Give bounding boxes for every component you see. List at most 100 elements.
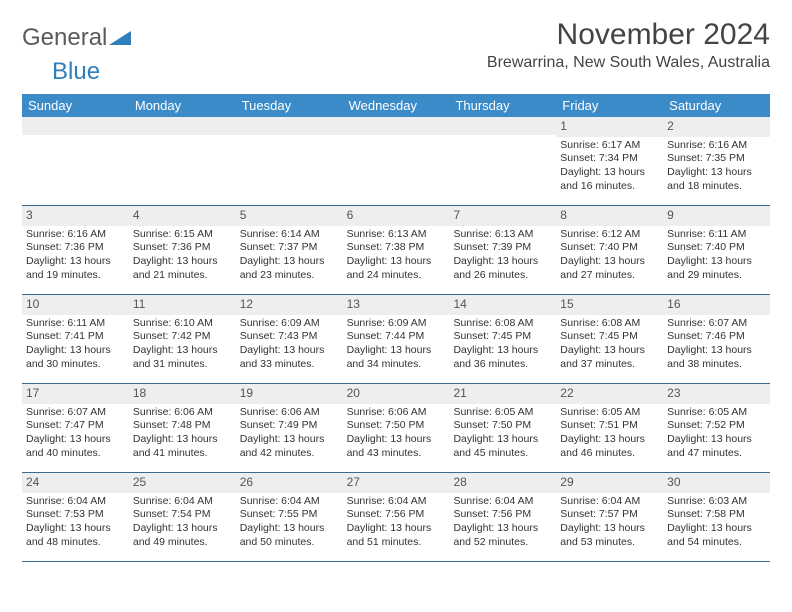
sunrise-text: Sunrise: 6:11 AM (26, 317, 125, 331)
day-cell: 17Sunrise: 6:07 AMSunset: 7:47 PMDayligh… (22, 384, 129, 472)
day-number: 27 (343, 473, 450, 493)
weekday-header: Friday (556, 94, 663, 117)
daylight-text: Daylight: 13 hours and 45 minutes. (453, 433, 552, 460)
empty-day-cell (236, 117, 343, 205)
daylight-text: Daylight: 13 hours and 23 minutes. (240, 255, 339, 282)
month-title: November 2024 (487, 18, 770, 52)
location-text: Brewarrina, New South Wales, Australia (487, 54, 770, 72)
daylight-text: Daylight: 13 hours and 16 minutes. (560, 166, 659, 193)
day-number: 21 (449, 384, 556, 404)
sunrise-text: Sunrise: 6:04 AM (133, 495, 232, 509)
daylight-text: Daylight: 13 hours and 51 minutes. (347, 522, 446, 549)
day-cell: 22Sunrise: 6:05 AMSunset: 7:51 PMDayligh… (556, 384, 663, 472)
empty-day-cell (449, 117, 556, 205)
day-number (22, 117, 129, 135)
sunset-text: Sunset: 7:35 PM (667, 152, 766, 166)
sunset-text: Sunset: 7:34 PM (560, 152, 659, 166)
day-number: 8 (556, 206, 663, 226)
sunset-text: Sunset: 7:53 PM (26, 508, 125, 522)
empty-day-cell (129, 117, 236, 205)
sunset-text: Sunset: 7:40 PM (667, 241, 766, 255)
empty-day-cell (22, 117, 129, 205)
sunrise-text: Sunrise: 6:09 AM (240, 317, 339, 331)
daylight-text: Daylight: 13 hours and 46 minutes. (560, 433, 659, 460)
day-number (449, 117, 556, 135)
day-number: 28 (449, 473, 556, 493)
sunset-text: Sunset: 7:37 PM (240, 241, 339, 255)
sunrise-text: Sunrise: 6:06 AM (240, 406, 339, 420)
empty-day-cell (343, 117, 450, 205)
sunset-text: Sunset: 7:36 PM (133, 241, 232, 255)
brand-logo: General (22, 18, 132, 52)
daylight-text: Daylight: 13 hours and 41 minutes. (133, 433, 232, 460)
day-number: 9 (663, 206, 770, 226)
daylight-text: Daylight: 13 hours and 42 minutes. (240, 433, 339, 460)
daylight-text: Daylight: 13 hours and 38 minutes. (667, 344, 766, 371)
daylight-text: Daylight: 13 hours and 21 minutes. (133, 255, 232, 282)
day-number: 25 (129, 473, 236, 493)
sunrise-text: Sunrise: 6:05 AM (453, 406, 552, 420)
weekday-header: Tuesday (236, 94, 343, 117)
weekday-header: Sunday (22, 94, 129, 117)
sunset-text: Sunset: 7:40 PM (560, 241, 659, 255)
day-cell: 23Sunrise: 6:05 AMSunset: 7:52 PMDayligh… (663, 384, 770, 472)
sunset-text: Sunset: 7:48 PM (133, 419, 232, 433)
day-number: 18 (129, 384, 236, 404)
weeks-container: 1Sunrise: 6:17 AMSunset: 7:34 PMDaylight… (22, 117, 770, 562)
week-row: 1 Sunrise: 6:17 AMSunset: 7:34 PMDaylight… (22, 117, 770, 206)
sunset-text: Sunset: 7:58 PM (667, 508, 766, 522)
sunrise-text: Sunrise: 6:16 AM (26, 228, 125, 242)
daylight-text: Daylight: 13 hours and 49 minutes. (133, 522, 232, 549)
day-cell: 8Sunrise: 6:12 AMSunset: 7:40 PMDaylight… (556, 206, 663, 294)
day-cell: 13 Sunrise: 6:09 AMSunset: 7:44 PMDayligh… (343, 295, 450, 383)
sunset-text: Sunset: 7:50 PM (453, 419, 552, 433)
sunrise-text: Sunrise: 6:06 AM (347, 406, 446, 420)
sunset-text: Sunset: 7:47 PM (26, 419, 125, 433)
sunrise-text: Sunrise: 6:11 AM (667, 228, 766, 242)
daylight-text: Daylight: 13 hours and 34 minutes. (347, 344, 446, 371)
day-cell: 21 Sunrise: 6:05 AMSunset: 7:50 PMDayligh… (449, 384, 556, 472)
sunset-text: Sunset: 7:36 PM (26, 241, 125, 255)
daylight-text: Daylight: 13 hours and 27 minutes. (560, 255, 659, 282)
sunrise-text: Sunrise: 6:08 AM (560, 317, 659, 331)
day-cell: 6Sunrise: 6:13 AMSunset: 7:38 PMDaylight… (343, 206, 450, 294)
sunset-text: Sunset: 7:44 PM (347, 330, 446, 344)
sunrise-text: Sunrise: 6:13 AM (347, 228, 446, 242)
day-cell: 7Sunrise: 6:13 AMSunset: 7:39 PMDaylight… (449, 206, 556, 294)
day-number: 1 (556, 117, 663, 137)
week-row: 17Sunrise: 6:07 AMSunset: 7:47 PMDayligh… (22, 384, 770, 473)
weekday-header: Thursday (449, 94, 556, 117)
daylight-text: Daylight: 13 hours and 31 minutes. (133, 344, 232, 371)
daylight-text: Daylight: 13 hours and 47 minutes. (667, 433, 766, 460)
sunset-text: Sunset: 7:50 PM (347, 419, 446, 433)
sunset-text: Sunset: 7:54 PM (133, 508, 232, 522)
day-number: 13 (343, 295, 450, 315)
day-number: 3 (22, 206, 129, 226)
day-cell: 16Sunrise: 6:07 AMSunset: 7:46 PMDayligh… (663, 295, 770, 383)
day-number: 5 (236, 206, 343, 226)
daylight-text: Daylight: 13 hours and 43 minutes. (347, 433, 446, 460)
sunset-text: Sunset: 7:39 PM (453, 241, 552, 255)
sunrise-text: Sunrise: 6:14 AM (240, 228, 339, 242)
day-number: 12 (236, 295, 343, 315)
sunrise-text: Sunrise: 6:15 AM (133, 228, 232, 242)
weekday-header: Monday (129, 94, 236, 117)
weekday-header: Wednesday (343, 94, 450, 117)
sunrise-text: Sunrise: 6:16 AM (667, 139, 766, 153)
sunrise-text: Sunrise: 6:09 AM (347, 317, 446, 331)
sunset-text: Sunset: 7:46 PM (667, 330, 766, 344)
day-number: 4 (129, 206, 236, 226)
sunrise-text: Sunrise: 6:13 AM (453, 228, 552, 242)
daylight-text: Daylight: 13 hours and 40 minutes. (26, 433, 125, 460)
week-row: 24Sunrise: 6:04 AMSunset: 7:53 PMDayligh… (22, 473, 770, 562)
sunrise-text: Sunrise: 6:04 AM (240, 495, 339, 509)
sunrise-text: Sunrise: 6:17 AM (560, 139, 659, 153)
day-cell: 18Sunrise: 6:06 AMSunset: 7:48 PMDayligh… (129, 384, 236, 472)
day-number (343, 117, 450, 135)
day-cell: 20Sunrise: 6:06 AMSunset: 7:50 PMDayligh… (343, 384, 450, 472)
sunset-text: Sunset: 7:56 PM (347, 508, 446, 522)
day-cell: 14Sunrise: 6:08 AMSunset: 7:45 PMDayligh… (449, 295, 556, 383)
sunset-text: Sunset: 7:51 PM (560, 419, 659, 433)
daylight-text: Daylight: 13 hours and 29 minutes. (667, 255, 766, 282)
sunset-text: Sunset: 7:42 PM (133, 330, 232, 344)
